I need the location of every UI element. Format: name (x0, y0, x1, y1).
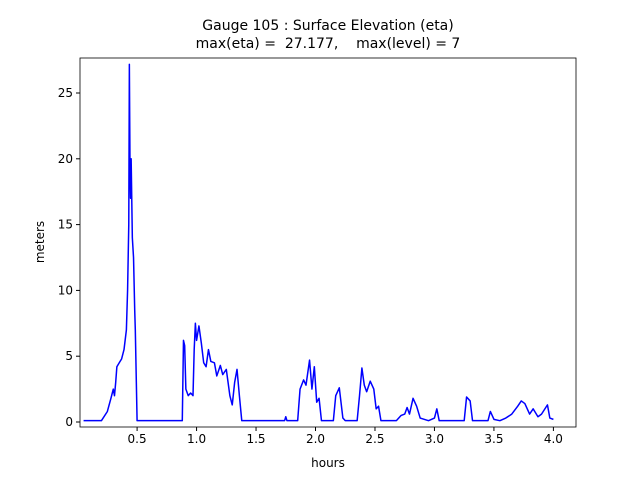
data-line (83, 63, 554, 422)
chart-title: Gauge 105 : Surface Elevation (eta) (202, 18, 453, 34)
x-axis-label: hours (311, 456, 345, 470)
x-tick-label: 2.5 (365, 432, 384, 446)
x-tick-label: 3.5 (484, 432, 503, 446)
x-tick-label: 2.0 (306, 432, 325, 446)
chart-subtitle: max(eta) = 27.177, max(level) = 7 (196, 36, 461, 52)
y-tick-label: 25 (58, 86, 73, 100)
y-tick-label: 15 (58, 218, 73, 232)
x-tick-label: 1.0 (187, 432, 206, 446)
x-tick-label: 1.5 (246, 432, 265, 446)
y-tick-label: 5 (65, 349, 73, 363)
plot-frame (79, 57, 577, 428)
x-tick-label: 3.0 (425, 432, 444, 446)
y-tick-label: 20 (58, 152, 73, 166)
y-tick-label: 0 (65, 415, 73, 429)
y-tick-label: 10 (58, 283, 73, 297)
x-tick-label: 4.0 (544, 432, 563, 446)
y-axis-label: meters (33, 221, 47, 263)
x-tick-label: 0.5 (128, 432, 147, 446)
